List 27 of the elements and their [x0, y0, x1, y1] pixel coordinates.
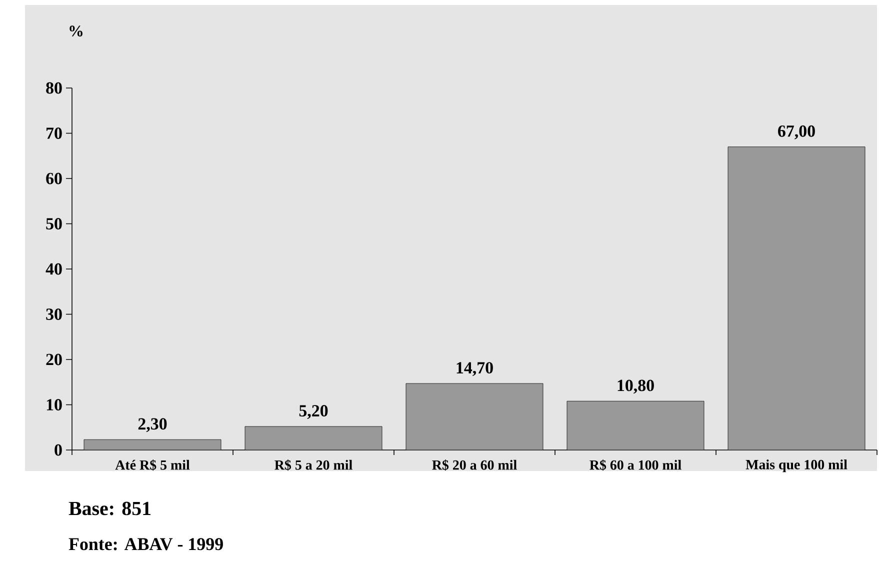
y-tick-label: 80 — [46, 82, 62, 94]
y-tick-label: 70 — [46, 128, 62, 139]
data-label: 14,70 — [456, 362, 493, 376]
y-axis-title: % — [70, 26, 82, 36]
bar — [406, 383, 544, 450]
data-label: 5,20 — [299, 405, 328, 419]
bar — [244, 426, 382, 450]
x-tick-label: Até R$ 5 mil — [115, 460, 190, 471]
source-note: Fonte: ABAV - 1999 — [68, 538, 223, 550]
x-tick-label: Mais que 100 mil — [746, 460, 848, 472]
data-label: 67,00 — [778, 125, 815, 140]
x-tick-label: R$ 20 a 60 mil — [432, 460, 517, 471]
bar — [728, 146, 866, 450]
y-tick-label: 30 — [46, 308, 62, 320]
data-label: 2,30 — [138, 418, 167, 432]
bar — [84, 440, 221, 450]
y-tick-label: 40 — [46, 263, 62, 275]
x-tick-label: R$ 5 a 20 mil — [274, 460, 352, 471]
y-tick-label: 60 — [46, 172, 62, 184]
bar — [566, 400, 704, 450]
y-tick-label: 10 — [46, 399, 62, 410]
text: Base: 851 — [68, 502, 151, 516]
x-tick-label: R$ 60 a 100 mil — [590, 460, 682, 471]
y-tick-label: 20 — [46, 354, 62, 366]
y-tick-label: 0 — [54, 444, 62, 456]
data-label: 10,80 — [618, 380, 654, 394]
y-tick-label: 50 — [46, 218, 62, 230]
